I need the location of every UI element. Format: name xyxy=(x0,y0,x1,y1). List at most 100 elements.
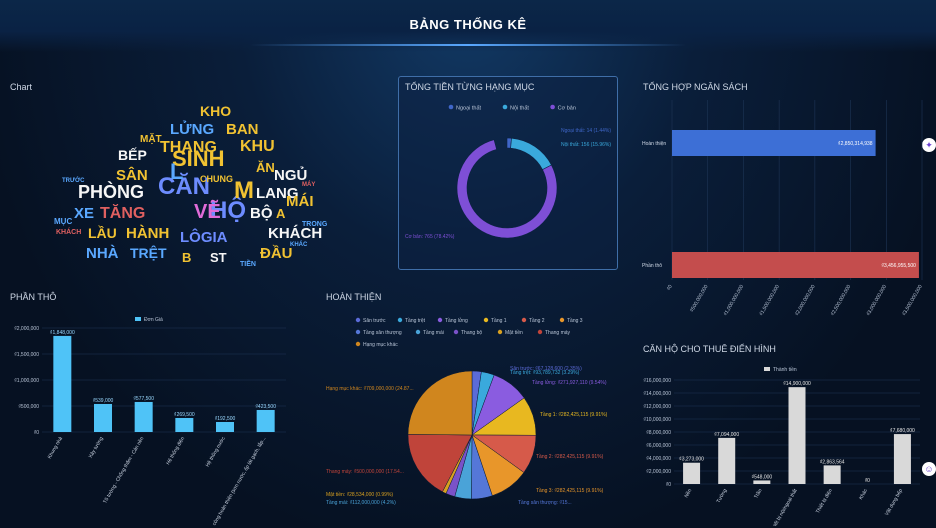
word-38: TIỀN xyxy=(240,258,256,266)
rough-xtick-3: Tô tường - Chống thấm - Cán nền xyxy=(102,436,145,505)
budget-title: TỔNG HỢP NGÂN SÁCH xyxy=(643,82,748,92)
sparkle-icon[interactable]: ✦ xyxy=(922,138,936,152)
word-39: KHÁC xyxy=(290,241,308,248)
rental-bar-7 xyxy=(893,434,911,484)
word-2: CĂN xyxy=(158,172,210,200)
rough-bar-1 xyxy=(53,335,72,432)
rental-ytick-8: ₫14,000,000 xyxy=(643,391,671,397)
budget-bar-2 xyxy=(672,252,919,278)
word-3: HỘ xyxy=(210,196,246,224)
finish-legend-label-7: Tầng sân thượng xyxy=(363,330,402,336)
rental-data-label-1: ₫3,273,000 xyxy=(679,457,704,463)
rental-bar-3 xyxy=(753,480,771,484)
rough-bar-2 xyxy=(94,403,112,432)
rental-data-label-4: ₫14,900,000 xyxy=(783,381,811,387)
finish-data-label-2: Tầng trệt: ₫93,789,732 (3.29%) xyxy=(510,370,580,376)
rough-xtick-1: Khung nhà xyxy=(47,436,64,460)
rental-legend-swatch xyxy=(764,367,770,371)
rental-ytick-7: ₫12,000,000 xyxy=(643,404,671,410)
word-16: SÂN xyxy=(116,166,148,184)
finish-data-label-5: Tầng 2: ₫282,425,115 (9.91%) xyxy=(536,454,604,460)
rough-data-label-4: ₫269,500 xyxy=(174,412,195,418)
word-15: BẾP xyxy=(118,147,147,163)
word-14: KHO xyxy=(200,103,231,119)
rough-data-label-6: ₫423,500 xyxy=(255,404,276,410)
budget-xtick-1: ₫0 xyxy=(666,284,674,292)
word-26: LANG xyxy=(256,185,299,202)
finish-legend-dot-7 xyxy=(355,329,361,335)
word-8: TĂNG xyxy=(100,203,145,222)
donut-legend-label-2: Nội thất xyxy=(510,106,529,112)
budget-xtick-2: ₫500,000,000 xyxy=(689,284,709,313)
rental-chart: Thành tiền ₫0 ₫2,000,000 ₫4,000,000 ₫6,000,0… xyxy=(643,367,920,526)
rental-bar-4 xyxy=(788,387,806,484)
finish-data-label-10: Mặt tiền: ₫28,534,000 (0.99%) xyxy=(326,492,393,498)
rental-xtick-5: Thiết bị điện xyxy=(815,488,834,515)
donut-slice-2 xyxy=(510,137,552,171)
rough-xtick-2: Xây tường xyxy=(88,436,105,460)
finish-legend-dot-4 xyxy=(483,317,489,323)
word-34: MỤC xyxy=(54,217,72,226)
budget-category-label-1: Hoàn thiện xyxy=(642,141,666,147)
finish-legend-label-5: Tầng 2 xyxy=(529,318,545,324)
rental-bar-1 xyxy=(683,462,701,484)
finish-legend-dot-5 xyxy=(521,317,527,323)
rough-data-label-2: ₫539,000 xyxy=(93,398,114,404)
budget-xtick-3: ₫1,000,000,000 xyxy=(723,284,746,317)
rough-title: PHẦN THÔ xyxy=(10,292,57,302)
rough-bar-5 xyxy=(216,421,234,432)
word-6: L xyxy=(170,159,183,184)
rental-xtick-4: Thiết bị nội/ngoại thất xyxy=(770,487,799,526)
donut-data-label-3: Cơ bản: 765 (78.42%) xyxy=(405,234,455,240)
finish-legend-label-4: Tầng 1 xyxy=(491,318,507,324)
word-21: LÔGIA xyxy=(180,228,228,246)
word-27: NGỦ xyxy=(274,166,307,184)
rental-ytick-9: ₫16,000,000 xyxy=(643,378,671,384)
finish-legend-dot-3 xyxy=(437,317,443,323)
rental-data-label-3: ₫548,000 xyxy=(752,474,773,480)
budget-data-label-2: ₫3,456,955,500 xyxy=(881,263,916,269)
word-23: ST xyxy=(210,250,227,265)
donut-data-label-1: Ngoại thất: 14 (1.44%) xyxy=(561,128,611,134)
rough-ytick-4: ₫1,500,000 xyxy=(14,352,39,358)
donut-legend-dot-2 xyxy=(502,104,508,110)
finish-legend-dot-12 xyxy=(355,341,361,347)
rental-data-label-5: ₫2,863,564 xyxy=(820,459,845,465)
word-10: THANG xyxy=(160,139,217,156)
finish-data-label-11: Thang máy: ₫500,000,000 (17.54... xyxy=(326,469,404,475)
rough-ytick-1: ₫0 xyxy=(34,430,40,436)
finish-data-label-8: Tầng mái: ₫112,000,000 (4.2%) xyxy=(326,500,396,506)
rental-legend-label: Thành tiền xyxy=(773,367,797,373)
word-32: CHUNG xyxy=(200,174,233,184)
budget-bar-1 xyxy=(672,130,876,156)
finish-legend-label-3: Tầng lửng xyxy=(445,317,468,324)
finish-data-label-7: Tầng sân thượng: ₫15... xyxy=(518,500,572,506)
finish-slice-11 xyxy=(407,434,473,493)
chat-icon[interactable]: ☺ xyxy=(922,462,936,476)
word-5: M xyxy=(234,177,254,204)
rough-data-label-1: ₫1,848,000 xyxy=(50,330,75,336)
finish-legend-label-12: Hạng mục khác xyxy=(363,342,398,348)
rough-legend-swatch xyxy=(135,317,141,321)
donut-data-label-2: Nội thất: 156 (15.96%) xyxy=(561,142,611,148)
rental-xtick-1: Nền xyxy=(684,488,694,499)
rental-data-label-2: ₫7,094,000 xyxy=(714,432,739,438)
rough-ytick-5: ₫2,000,000 xyxy=(14,326,39,332)
rental-ytick-1: ₫0 xyxy=(666,482,672,488)
rental-xtick-6: Khác xyxy=(858,488,869,501)
word-29: MÁI xyxy=(286,193,314,210)
word-37: MÁY xyxy=(302,181,315,188)
finish-data-label-6: Tầng 3: ₫282,425,115 (9.91%) xyxy=(536,488,604,494)
finish-legend-label-6: Tầng 3 xyxy=(567,318,583,324)
donut-legend-dot-1 xyxy=(448,104,454,110)
word-33: MẶT xyxy=(140,132,162,145)
finish-legend-label-8: Tầng mái xyxy=(423,330,444,336)
rough-bar-4 xyxy=(175,417,194,432)
finish-data-label-4: Tầng 1: ₫282,425,115 (9.91%) xyxy=(540,412,608,418)
word-25: A xyxy=(276,206,286,221)
finish-slice-12 xyxy=(407,370,473,436)
word-35: KHÁCH xyxy=(56,227,81,236)
header-glow xyxy=(250,44,686,46)
rough-data-label-5: ₫192,500 xyxy=(215,416,236,422)
